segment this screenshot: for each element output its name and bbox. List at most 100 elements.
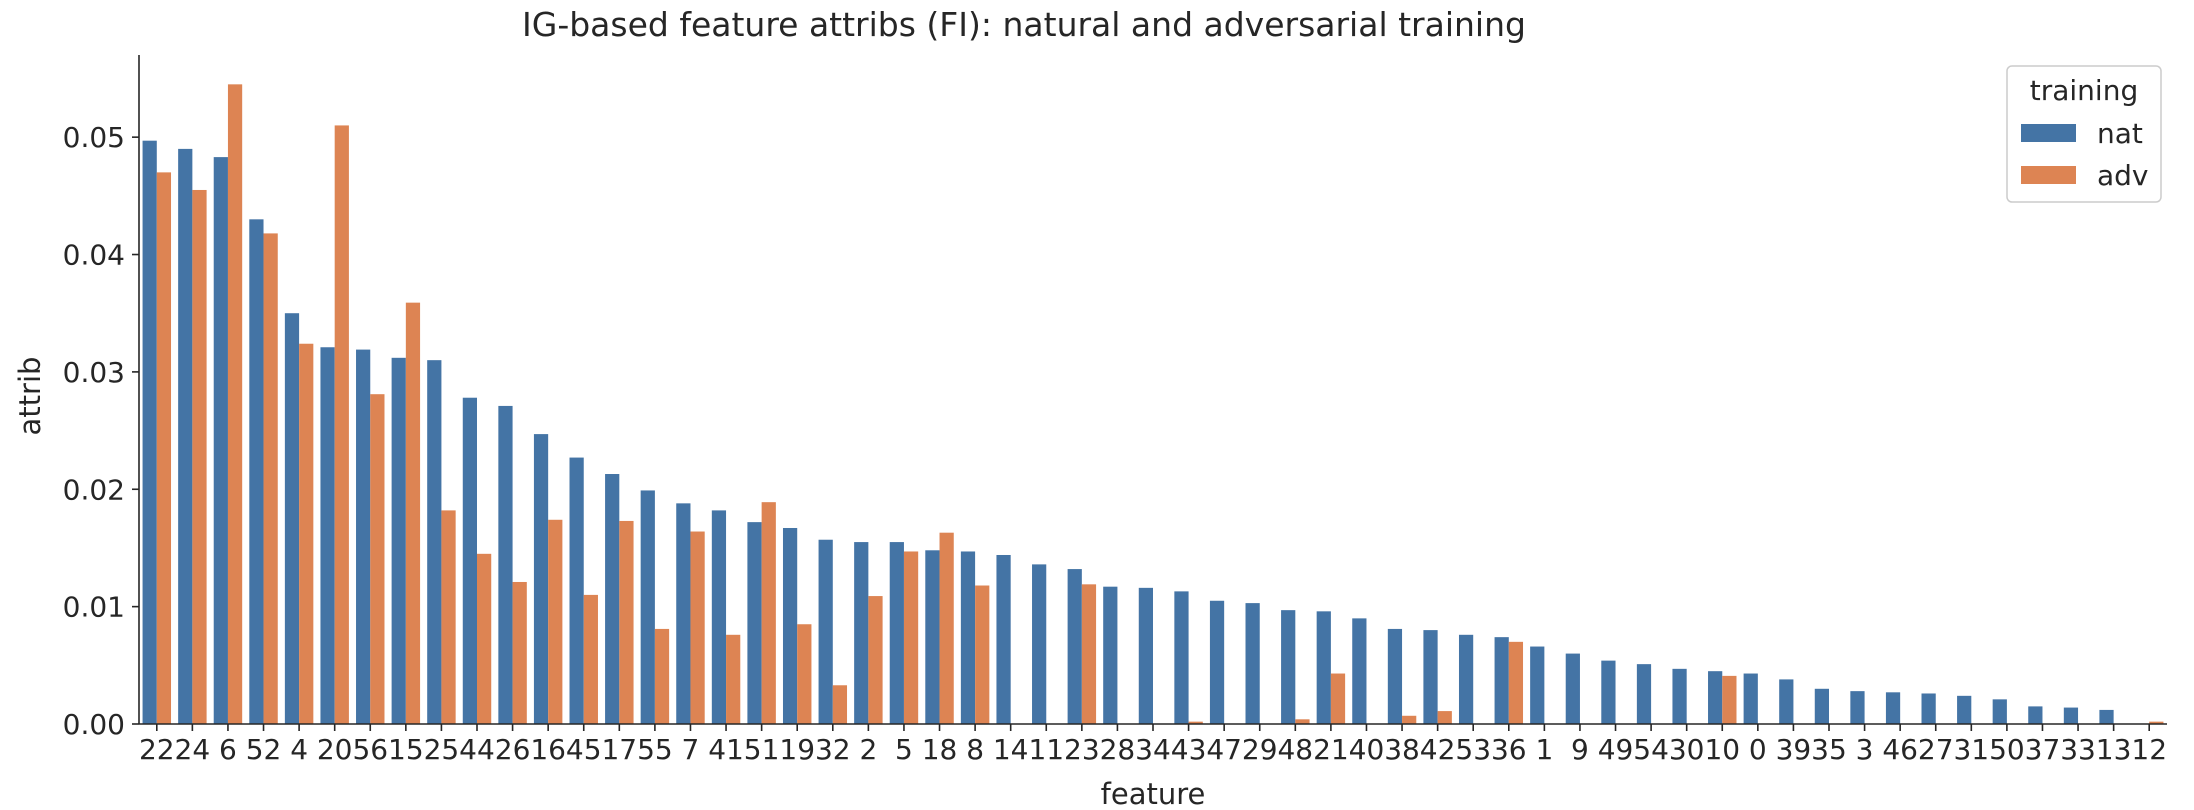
legend-swatch-adv bbox=[2021, 166, 2076, 184]
bar-adv-36 bbox=[1508, 641, 1524, 724]
bar-adv-24 bbox=[192, 189, 207, 725]
x-tick-label: 4 bbox=[290, 733, 308, 766]
x-tick-label: 24 bbox=[175, 733, 211, 766]
bar-nat-36 bbox=[1494, 637, 1509, 724]
bar-adv-4 bbox=[299, 343, 314, 724]
x-tick-label: 21 bbox=[1313, 733, 1349, 766]
bar-nat-35 bbox=[1814, 688, 1829, 724]
bar-nat-54 bbox=[1636, 664, 1652, 724]
bar-adv-6 bbox=[227, 84, 243, 725]
bar-nat-14 bbox=[996, 554, 1011, 724]
bar-nat-45 bbox=[569, 457, 584, 724]
x-tick-label: 5 bbox=[895, 733, 913, 766]
x-tick-label: 44 bbox=[459, 733, 495, 766]
x-tick-label: 45 bbox=[566, 733, 602, 766]
x-tick-label: 16 bbox=[530, 733, 566, 766]
x-tick-label: 0 bbox=[1749, 733, 1767, 766]
x-tick-label: 13 bbox=[2096, 733, 2132, 766]
x-tick-label: 6 bbox=[219, 733, 237, 766]
x-tick-label: 12 bbox=[2131, 733, 2167, 766]
chart-title: IG-based feature attribs (FI): natural a… bbox=[522, 5, 1526, 44]
x-tick-label: 40 bbox=[1349, 733, 1385, 766]
bar-nat-21 bbox=[1316, 611, 1331, 724]
bar-nat-16 bbox=[533, 434, 549, 724]
x-tick-label: 52 bbox=[246, 733, 282, 766]
bar-nat-17 bbox=[605, 474, 620, 724]
x-tick-label: 15 bbox=[388, 733, 424, 766]
bar-adv-21 bbox=[1330, 673, 1346, 724]
bar-nat-7 bbox=[676, 503, 691, 724]
y-tick-label: 0.03 bbox=[63, 356, 125, 389]
bar-adv-51 bbox=[761, 502, 776, 724]
bar-nat-33 bbox=[2063, 707, 2079, 724]
bar-nat-13 bbox=[2099, 709, 2114, 724]
bar-nat-38 bbox=[1387, 628, 1403, 724]
x-axis-label: feature bbox=[1101, 777, 1206, 810]
bar-nat-10 bbox=[1708, 671, 1723, 724]
bar-nat-53 bbox=[1458, 634, 1474, 724]
x-tick-label: 51 bbox=[744, 733, 780, 766]
bar-adv-15 bbox=[405, 302, 421, 724]
x-tick-label: 23 bbox=[1064, 733, 1100, 766]
bar-nat-28 bbox=[1103, 586, 1118, 724]
legend-label-nat: nat bbox=[2097, 117, 2143, 150]
x-tick-label: 27 bbox=[1918, 733, 1954, 766]
legend-label-adv: adv bbox=[2097, 159, 2149, 192]
bar-adv-22 bbox=[156, 172, 172, 724]
bar-nat-0 bbox=[1743, 673, 1758, 724]
x-tick-label: 39 bbox=[1776, 733, 1812, 766]
x-tick-label: 43 bbox=[1171, 733, 1207, 766]
y-axis-label: attrib bbox=[13, 357, 47, 436]
bar-nat-24 bbox=[178, 148, 193, 724]
x-tick-label: 47 bbox=[1206, 733, 1242, 766]
bar-nat-32 bbox=[818, 539, 833, 724]
bar-adv-19 bbox=[797, 624, 812, 724]
bar-adv-56 bbox=[370, 394, 385, 724]
x-tick-label: 33 bbox=[2060, 733, 2096, 766]
bar-nat-18 bbox=[925, 550, 940, 724]
x-tick-label: 9 bbox=[1571, 733, 1589, 766]
bar-adv-52 bbox=[263, 233, 278, 724]
bar-nat-42 bbox=[1423, 630, 1438, 724]
bar-nat-29 bbox=[1245, 603, 1260, 724]
bar-adv-44 bbox=[477, 553, 492, 724]
bar-nat-48 bbox=[1281, 610, 1296, 724]
bar-nat-50 bbox=[1992, 699, 2007, 724]
bar-nat-25 bbox=[427, 360, 442, 724]
bar-nat-3 bbox=[1850, 691, 1865, 724]
bar-nat-56 bbox=[356, 349, 371, 724]
bar-nat-49 bbox=[1601, 660, 1616, 724]
bar-nat-2 bbox=[854, 542, 869, 724]
bar-adv-26 bbox=[512, 581, 527, 724]
x-tick-label: 41 bbox=[708, 733, 744, 766]
x-tick-label: 14 bbox=[993, 733, 1029, 766]
legend: training nat adv bbox=[2006, 65, 2162, 203]
bar-nat-5 bbox=[889, 542, 904, 724]
bar-nat-43 bbox=[1174, 591, 1189, 724]
x-tick-label: 10 bbox=[1704, 733, 1740, 766]
x-tick-label: 2 bbox=[859, 733, 877, 766]
x-tick-label: 56 bbox=[352, 733, 388, 766]
x-tick-label: 17 bbox=[601, 733, 637, 766]
x-tick-label: 42 bbox=[1420, 733, 1456, 766]
bar-nat-51 bbox=[747, 522, 762, 724]
bar-nat-40 bbox=[1352, 618, 1367, 724]
bar-nat-20 bbox=[320, 347, 335, 724]
x-tick-label: 36 bbox=[1491, 733, 1527, 766]
bar-adv-20 bbox=[334, 125, 349, 725]
bar-nat-37 bbox=[2028, 706, 2043, 724]
bar-nat-11 bbox=[1032, 564, 1047, 724]
x-tick-label: 8 bbox=[966, 733, 984, 766]
bar-nat-1 bbox=[1530, 646, 1545, 724]
y-tick-label: 0.01 bbox=[63, 591, 125, 624]
x-tick-label: 37 bbox=[2025, 733, 2061, 766]
x-axis: 22 24 6 52 4 20 56 15 25 44 26 16 45 17 55 7 41 51 19 32 2 5 1… bbox=[139, 723, 2167, 766]
bar-nat-39 bbox=[1779, 679, 1794, 724]
bar-adv-25 bbox=[441, 510, 456, 724]
x-tick-label: 38 bbox=[1384, 733, 1420, 766]
x-tick-label: 55 bbox=[637, 733, 673, 766]
x-tick-label: 18 bbox=[922, 733, 958, 766]
bar-nat-44 bbox=[462, 397, 477, 724]
